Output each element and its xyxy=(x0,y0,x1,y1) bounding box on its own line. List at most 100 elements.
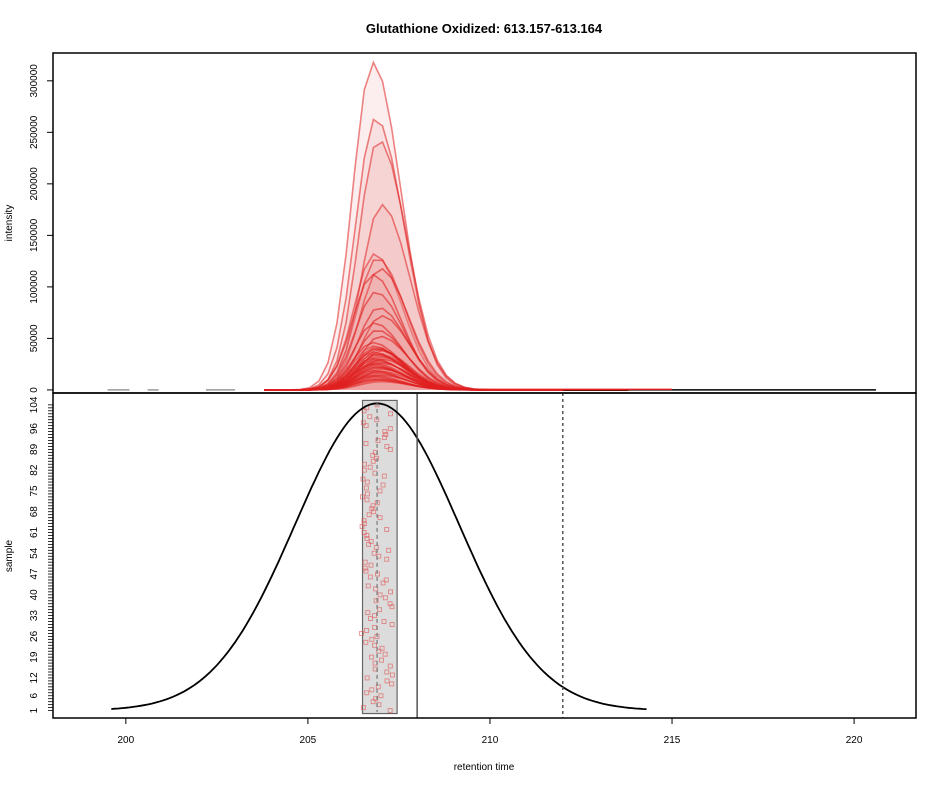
peak-area xyxy=(264,62,629,390)
retention-time-x-axis: 200 205 210 215 220 xyxy=(117,718,863,746)
sample-point xyxy=(362,461,367,467)
sample-point xyxy=(376,648,382,654)
sample-tick-label: 12 xyxy=(29,672,40,684)
sample-point xyxy=(367,464,373,470)
sample-point xyxy=(381,619,387,624)
intensity-tick-label: 100000 xyxy=(29,270,40,304)
sample-point xyxy=(388,589,393,595)
sample-point xyxy=(364,627,370,633)
x-tick-label: 210 xyxy=(482,735,499,746)
peak-line xyxy=(264,252,629,391)
sample-point xyxy=(370,503,376,509)
sample-point xyxy=(389,672,395,678)
chart-title: Glutathione Oxidized: 613.157-613.164 xyxy=(366,21,603,36)
sample-point xyxy=(364,535,370,541)
sample-point xyxy=(370,452,376,458)
peak-area xyxy=(264,119,629,390)
sample-point xyxy=(381,473,387,479)
sample-point xyxy=(375,438,381,443)
sample-tick-label: 54 xyxy=(29,547,40,559)
sample-point xyxy=(365,583,371,589)
sample-point xyxy=(373,544,379,550)
sample-point xyxy=(360,476,366,482)
sample-tick-label: 61 xyxy=(29,526,40,538)
peak-area xyxy=(264,379,629,390)
sample-point xyxy=(361,521,367,527)
sample-point xyxy=(383,577,389,583)
intensity-axis-label: intensity xyxy=(4,205,15,242)
sample-tick-label: 33 xyxy=(29,610,40,622)
sample-point xyxy=(361,530,367,535)
intensity-peaks xyxy=(107,60,876,391)
peak-area xyxy=(264,142,629,390)
sample-point xyxy=(361,518,367,524)
sample-axis-label: sample xyxy=(4,539,15,572)
sample-point xyxy=(379,645,385,651)
sample-panel: 1 6 12 19 26 33 40 47 54 61 68 75 82 89 96 104 sample xyxy=(4,392,917,719)
sample-point xyxy=(369,636,375,642)
intensity-panel-frame xyxy=(52,52,917,394)
intensity-panel: 0 50000 100000 150000 200000 250000 300000 int… xyxy=(4,52,917,394)
sample-point xyxy=(377,592,383,598)
sample-point xyxy=(362,559,368,565)
peak-line xyxy=(264,203,629,391)
sample-point xyxy=(381,435,387,440)
sample-point xyxy=(384,527,390,532)
sample-point xyxy=(363,485,369,491)
intensity-tick-label: 50000 xyxy=(29,324,40,352)
sample-point xyxy=(360,705,366,711)
density-curve xyxy=(111,402,647,711)
sample-tick-label: 68 xyxy=(29,506,40,518)
sample-point xyxy=(387,601,393,607)
sample-marks xyxy=(111,393,647,718)
sample-point xyxy=(361,467,367,473)
sample-point xyxy=(360,494,365,500)
sample-point xyxy=(364,690,370,696)
peak-line xyxy=(264,118,629,391)
sample-point xyxy=(369,506,375,512)
sample-point xyxy=(384,443,390,449)
sample-point xyxy=(382,429,388,435)
sample-point xyxy=(366,541,372,547)
sample-point xyxy=(384,669,390,675)
sample-point xyxy=(363,423,369,429)
sample-point xyxy=(361,408,367,414)
sample-point xyxy=(367,616,373,622)
peak-line xyxy=(264,273,629,391)
sample-point xyxy=(363,441,369,446)
sample-point xyxy=(363,639,369,645)
sample-point xyxy=(380,482,386,488)
sample-point xyxy=(364,675,370,681)
sample-point xyxy=(382,651,388,657)
sample-panel-frame xyxy=(52,392,917,719)
sample-point xyxy=(367,414,373,420)
sample-point xyxy=(375,684,381,690)
peak-area xyxy=(264,204,629,390)
intensity-tick-label: 200000 xyxy=(29,167,40,201)
sample-point xyxy=(376,607,382,613)
sample-point xyxy=(379,657,384,663)
sample-point xyxy=(373,586,379,592)
sample-tick-label: 96 xyxy=(29,423,40,435)
sample-point xyxy=(370,699,376,705)
sample-point xyxy=(389,681,395,687)
sample-point xyxy=(373,598,379,604)
peak-area xyxy=(264,260,629,390)
peak-line xyxy=(264,259,629,391)
sample-tick-label: 19 xyxy=(29,651,40,663)
sample-point xyxy=(360,420,366,426)
sample-point xyxy=(388,411,393,417)
sample-tick-label: 26 xyxy=(29,630,40,642)
sample-tick-label: 89 xyxy=(29,443,40,455)
sample-point xyxy=(364,533,370,538)
sample-point xyxy=(370,458,376,464)
sample-point xyxy=(359,630,365,636)
sample-point xyxy=(387,446,393,452)
peak-line xyxy=(264,60,629,391)
sample-tick-label: 40 xyxy=(29,589,40,601)
peak-area xyxy=(264,254,629,390)
retention-time-axis-label: retention time xyxy=(454,762,515,773)
peak-area xyxy=(264,274,629,390)
intensity-tick-label: 0 xyxy=(29,387,40,393)
